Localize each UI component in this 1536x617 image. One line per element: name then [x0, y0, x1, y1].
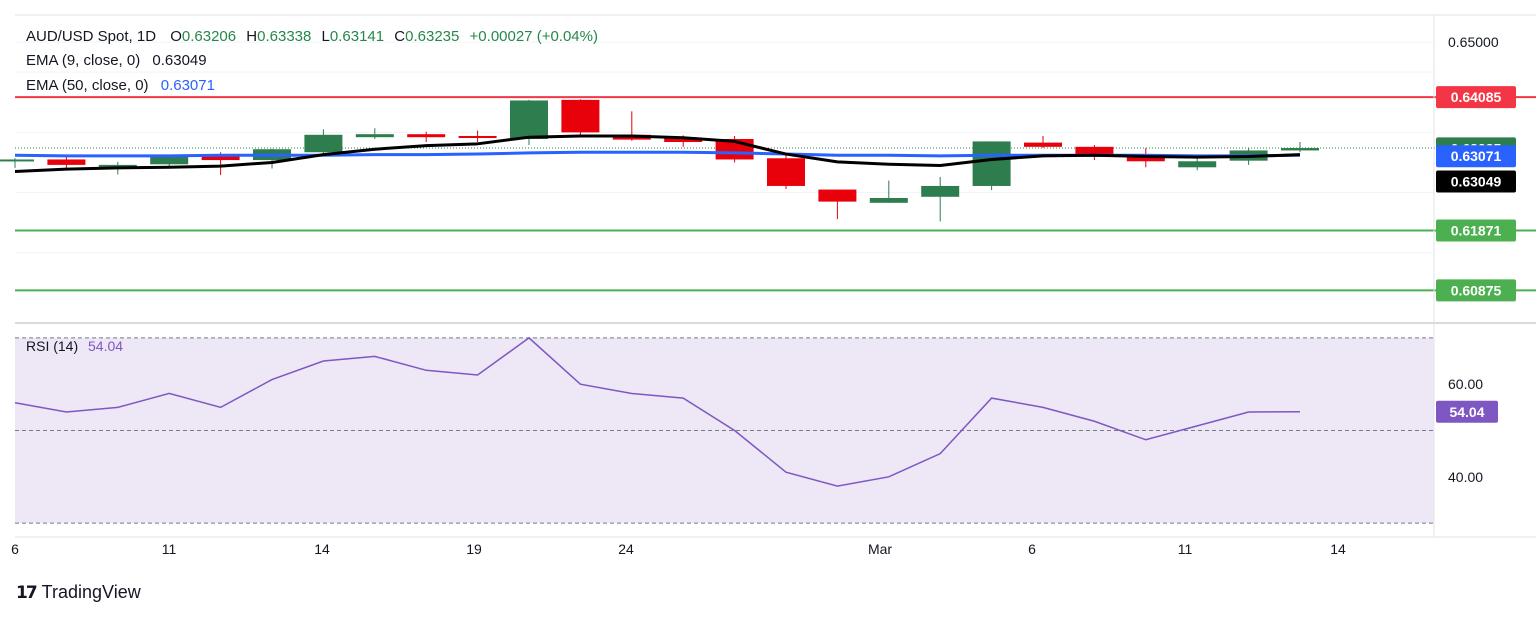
- candle-body: [407, 134, 446, 138]
- ema50-price-badge: [1436, 145, 1516, 168]
- candle-body: [1178, 161, 1217, 168]
- rsi-current-label: 54.04: [1449, 404, 1484, 420]
- candle-body: [304, 134, 343, 153]
- rsi-tick-label: 60.00: [1448, 376, 1483, 392]
- rsi-current-badge: [1436, 400, 1498, 423]
- candle-body: [1075, 146, 1114, 156]
- time-tick-label: 11: [1178, 541, 1193, 557]
- ema9-label: EMA (9, close, 0): [26, 52, 141, 69]
- candle-body: [355, 134, 394, 138]
- candle-body: [98, 164, 137, 167]
- tradingview-logo[interactable]: 17 TradingView: [16, 582, 141, 603]
- candle-body: [561, 99, 600, 133]
- ema50-label: EMA (50, close, 0): [26, 77, 149, 94]
- rsi-label: RSI (14): [26, 338, 79, 354]
- time-tick-label: 6: [11, 541, 19, 557]
- close-value: 0.63235: [405, 28, 460, 45]
- symbol-label: AUD/USD Spot, 1D: [26, 28, 157, 45]
- candle-body: [1024, 142, 1062, 147]
- time-tick-label: 19: [466, 541, 482, 557]
- ema9-price-badge: [1436, 170, 1516, 193]
- candle-body: [150, 156, 189, 165]
- candle-body: [1281, 148, 1319, 151]
- rsi-tick-label: 40.00: [1448, 469, 1483, 485]
- ema50-price-label: 0.63071: [1451, 148, 1502, 164]
- rsi-line: [14, 336, 1301, 487]
- support-1-price-label: 0.61871: [1451, 222, 1502, 238]
- rsi-pane: 60.00 40.00 54.04: [14, 336, 1498, 524]
- close-label: C: [394, 28, 406, 45]
- time-tick-label: 6: [1028, 541, 1036, 557]
- candle-body: [767, 158, 805, 186]
- time-tick-label: 24: [618, 541, 634, 557]
- tradingview-brand: TradingView: [41, 582, 141, 602]
- time-tick-label: 14: [314, 541, 330, 557]
- rsi-legend: RSI (14) 54.04: [26, 337, 123, 355]
- resistance-price-badge: [1436, 86, 1516, 109]
- time-tick-label: 14: [1330, 541, 1346, 557]
- candle-body: [510, 100, 548, 140]
- candle-body: [921, 185, 960, 197]
- ema9-value: 0.63049: [152, 52, 207, 69]
- ema50-legend: EMA (50, close, 0) 0.63071: [26, 77, 215, 95]
- time-tick-label: 11: [162, 541, 177, 557]
- support-2-price-label: 0.60875: [1451, 282, 1502, 298]
- ema50-value: 0.63071: [160, 77, 215, 94]
- open-label: O: [170, 28, 182, 45]
- candle-body: [201, 156, 240, 161]
- candle-body: [664, 138, 703, 143]
- price-pane: 0.650000.640850.632350.630710.630490.618…: [0, 34, 1536, 302]
- resistance-price-label: 0.64085: [1451, 89, 1502, 105]
- candle-body: [972, 141, 1011, 186]
- ema9-legend: EMA (9, close, 0) 0.63049: [26, 52, 207, 70]
- high-label: H: [246, 28, 258, 45]
- ema9-price-label: 0.63049: [1451, 174, 1502, 190]
- candle-body: [0, 159, 34, 162]
- high-value: 0.63338: [257, 28, 312, 45]
- candle-body: [869, 197, 908, 203]
- candle-body: [1126, 154, 1165, 162]
- time-axis: 6 11 14 19 24 Mar 6 11 14: [11, 541, 1346, 557]
- candle-body: [818, 189, 857, 202]
- candle-body: [458, 135, 497, 138]
- candle-body: [47, 159, 86, 165]
- ema9-line: [14, 134, 1301, 174]
- time-tick-label: Mar: [868, 541, 892, 557]
- rsi-value: 54.04: [88, 338, 124, 354]
- support-2-price-badge: [1436, 279, 1516, 302]
- low-label: L: [321, 28, 330, 45]
- price-tick-label: 0.65000: [1448, 34, 1499, 50]
- change-value: +0.00027 (+0.04%): [469, 28, 598, 45]
- support-1-price-badge: [1436, 219, 1516, 242]
- tradingview-logo-icon: 17: [16, 582, 38, 603]
- ohlc-header: AUD/USD Spot, 1D O0.63206 H0.63338 L0.63…: [26, 28, 598, 46]
- open-value: 0.63206: [181, 28, 237, 45]
- low-value: 0.63141: [329, 28, 385, 45]
